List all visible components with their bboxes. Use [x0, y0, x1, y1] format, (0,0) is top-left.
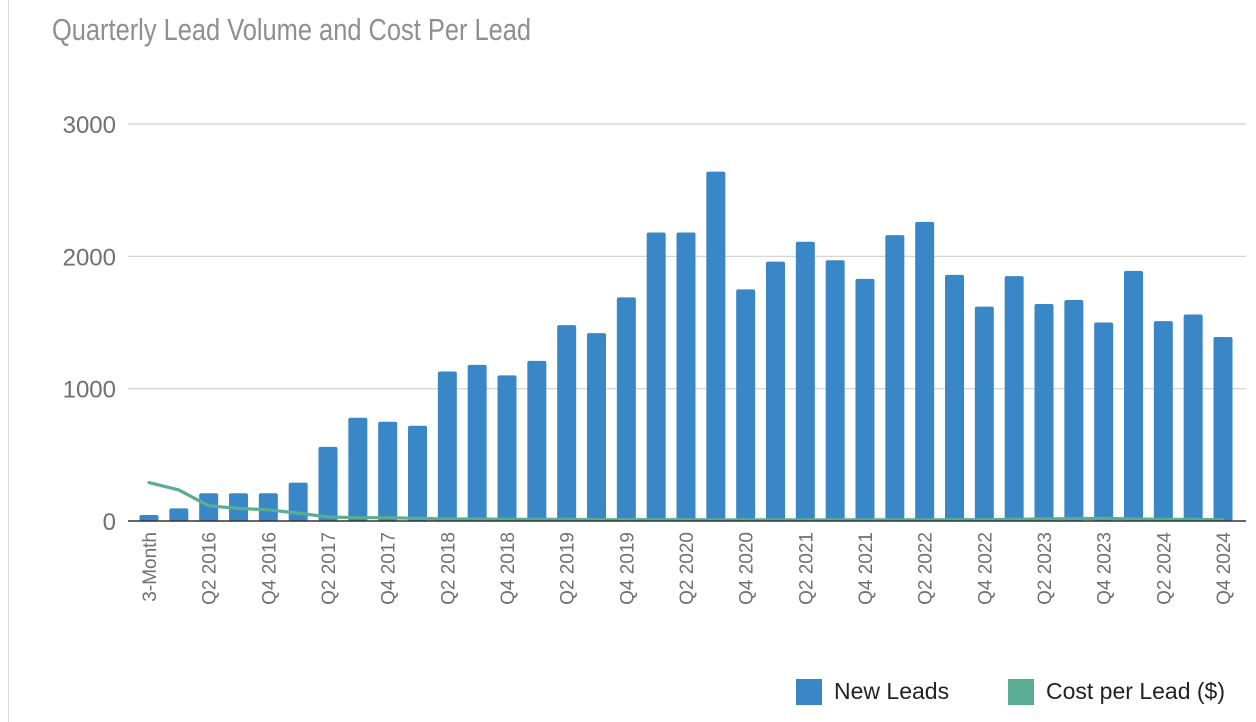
bar-new-leads-26	[915, 221, 935, 521]
x-tick-label-20: Q4 2020	[737, 532, 758, 605]
bar-new-leads-15	[587, 333, 606, 521]
y-tick-label-3000: 3000	[63, 112, 116, 139]
bar-new-leads-31	[1064, 300, 1084, 521]
x-tick-label-30: Q2 2023	[1035, 532, 1056, 605]
x-tick-label-22: Q2 2021	[796, 532, 817, 605]
x-tick-label-14: Q2 2019	[558, 532, 579, 605]
x-tick-label-16: Q4 2019	[617, 532, 638, 605]
bar-new-leads-28	[974, 306, 994, 521]
x-tick-label-34: Q2 2024	[1154, 532, 1175, 605]
bar-new-leads-25	[885, 235, 905, 521]
legend-swatch-new-leads	[796, 678, 822, 705]
y-tick-label-2000: 2000	[63, 244, 116, 271]
left-border-rule	[8, 0, 9, 722]
bar-new-leads-34	[1153, 321, 1173, 521]
y-tick-label-1000: 1000	[63, 377, 116, 404]
legend-label-new-leads: New Leads	[834, 678, 950, 704]
y-tick-label-0: 0	[103, 509, 116, 536]
line-layer	[147, 481, 1225, 522]
bar-new-leads-29	[1004, 276, 1024, 521]
x-tick-label-2: Q2 2016	[200, 532, 221, 605]
bar-new-leads-6	[318, 446, 338, 521]
x-tick-label-36: Q4 2024	[1214, 532, 1235, 605]
bar-new-leads-14	[557, 325, 577, 521]
legend-label-cost-per-lead: Cost per Lead ($)	[1046, 678, 1225, 704]
bar-new-leads-23	[825, 260, 845, 521]
legend-item-cost-per-lead: Cost per Lead ($)	[1008, 678, 1225, 705]
bar-new-leads-36	[1213, 337, 1233, 521]
bar-new-leads-19	[706, 171, 726, 521]
chart-title: Quarterly Lead Volume and Cost Per Lead	[52, 12, 532, 47]
bar-new-leads-10	[437, 371, 457, 521]
bar-new-leads-17	[646, 232, 666, 521]
bar-new-leads-33	[1124, 270, 1143, 521]
bar-new-leads-8	[378, 421, 398, 521]
bar-new-leads-16	[616, 297, 636, 521]
bar-new-leads-18	[676, 232, 696, 521]
bar-new-leads-22	[795, 241, 815, 521]
bar-layer	[139, 171, 1233, 521]
bar-new-leads-20	[736, 289, 756, 521]
bar-new-leads-12	[497, 375, 517, 521]
bar-new-leads-7	[348, 417, 368, 521]
line-cost-per-lead	[147, 481, 1225, 522]
x-tick-label-12: Q4 2018	[498, 532, 519, 605]
axis-layer: 0 1000 2000 3000 3-Month Q2 2016 Q4 2016 Q2 201…	[63, 112, 1246, 605]
bar-new-leads-4	[258, 493, 278, 521]
bar-new-leads-21	[766, 261, 785, 521]
legend-swatch-cost-per-lead	[1008, 678, 1034, 705]
x-tick-label-4: Q4 2016	[259, 532, 280, 605]
x-tick-label-6: Q2 2017	[319, 532, 340, 605]
x-tick-label-10: Q2 2018	[438, 532, 459, 605]
x-tick-label-24: Q4 2021	[856, 532, 877, 605]
bar-new-leads-35	[1183, 314, 1203, 521]
x-tick-label-18: Q2 2020	[677, 532, 698, 605]
x-tick-label-28: Q4 2022	[975, 532, 996, 605]
x-tick-label-32: Q4 2023	[1095, 532, 1116, 605]
x-tick-label-8: Q4 2017	[379, 532, 400, 605]
bar-new-leads-27	[945, 274, 964, 521]
bar-new-leads-1	[169, 508, 189, 521]
bar-new-leads-32	[1094, 322, 1114, 521]
legend-item-new-leads: New Leads	[796, 678, 949, 705]
x-tick-label-26: Q2 2022	[916, 532, 937, 605]
bar-new-leads-9	[408, 425, 427, 521]
bar-new-leads-24	[855, 278, 875, 521]
x-tick-label-0: 3-Month	[140, 532, 161, 602]
bar-new-leads-11	[467, 364, 487, 521]
bar-new-leads-13	[527, 360, 547, 521]
bar-new-leads-30	[1034, 303, 1054, 521]
bar-new-leads-0	[139, 515, 159, 521]
